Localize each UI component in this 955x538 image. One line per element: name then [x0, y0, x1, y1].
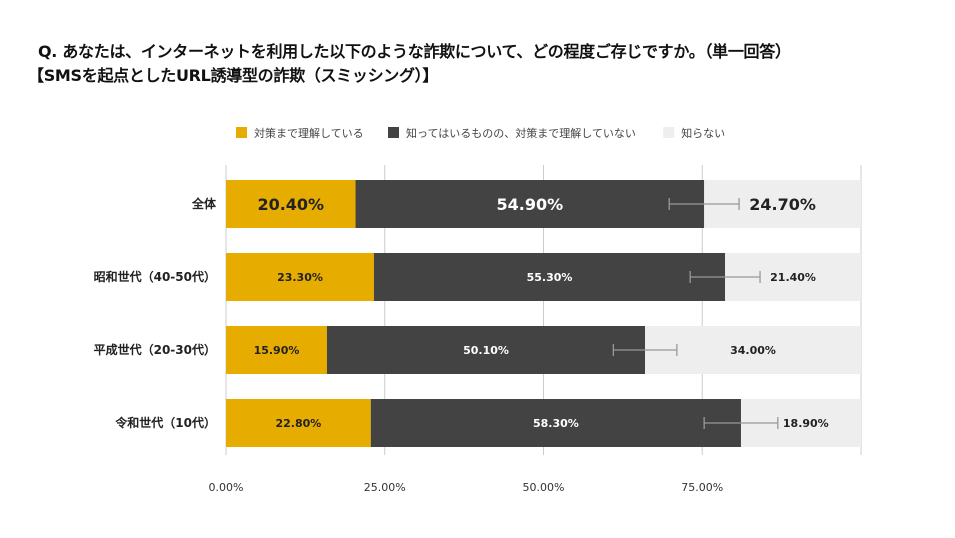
legend-label: 知ってはいるものの、対策まで理解していない: [406, 126, 636, 140]
legend-label: 対策まで理解している: [254, 126, 364, 140]
bar-segment: [645, 326, 861, 374]
data-label: 50.10%: [463, 344, 509, 357]
legend-swatch: [388, 127, 399, 138]
data-label: 34.00%: [730, 344, 776, 357]
x-tick-label: 50.00%: [523, 481, 565, 494]
legend-swatch: [663, 127, 675, 138]
x-tick-label: 0.00%: [209, 481, 244, 494]
data-label: 22.80%: [275, 417, 321, 430]
data-label: 23.30%: [277, 271, 323, 284]
data-label: 54.90%: [497, 195, 564, 214]
data-label: 21.40%: [770, 271, 816, 284]
chart-title-block: Q. あなたは、インターネットを利用した以下のような詐欺について、どの程度ご存じ…: [28, 40, 791, 88]
bar-segment: [226, 399, 371, 447]
chart-subtitle: 【SMSを起点としたURL誘導型の詐欺（スミッシング）】: [28, 66, 439, 85]
data-label: 58.30%: [533, 417, 579, 430]
category-label: 全体: [191, 196, 217, 211]
chart-title: Q. あなたは、インターネットを利用した以下のような詐欺について、どの程度ご存じ…: [38, 42, 791, 61]
bar-segment: [326, 326, 646, 374]
bar-segment: [226, 253, 374, 301]
bar-segment: [226, 326, 327, 374]
legend-label: 知らない: [681, 126, 725, 140]
legend-swatch: [236, 127, 247, 138]
data-label: 18.90%: [783, 417, 829, 430]
bar-segment: [355, 180, 705, 228]
data-label: 24.70%: [749, 195, 816, 214]
category-label: 昭和世代（40-50代）: [94, 269, 216, 284]
data-label: 55.30%: [527, 271, 573, 284]
x-tick-label: 25.00%: [364, 481, 406, 494]
bar-segment: [226, 180, 356, 228]
bar-segment: [370, 399, 741, 447]
data-label: 15.90%: [254, 344, 300, 357]
category-label: 平成世代（20-30代）: [94, 342, 216, 357]
data-label: 20.40%: [257, 195, 324, 214]
bar-segment: [373, 253, 726, 301]
category-label: 令和世代（10代）: [114, 415, 216, 430]
x-tick-label: 75.00%: [681, 481, 723, 494]
